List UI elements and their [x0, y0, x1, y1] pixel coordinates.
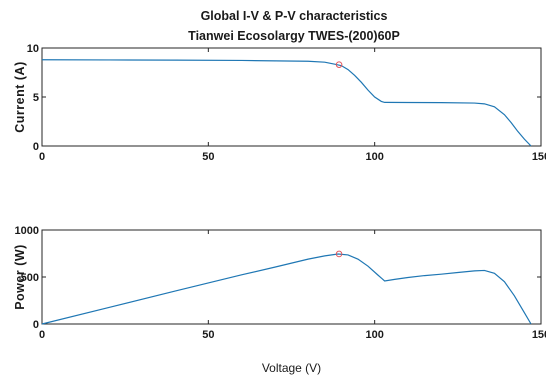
pv-curve-panel: 0 50 100 150 0 500 1000 Power (W) Voltage (V) [13, 225, 546, 375]
iv-y-axis-label: Current (A) [13, 61, 27, 132]
pv-x-axis-label: Voltage (V) [262, 361, 321, 375]
iv-mpp-marker [335, 61, 343, 68]
iv-y-tick-label: 10 [27, 43, 39, 55]
pv-y-tick-label: 500 [21, 272, 39, 284]
iv-y-tick-label: 5 [33, 92, 39, 104]
iv-x-tick-label: 0 [39, 151, 45, 163]
iv-y-tick-label: 0 [33, 141, 39, 153]
pv-axes-box [41, 229, 542, 325]
pv-x-tick-label: 150 [532, 329, 546, 341]
pv-x-tick-label: 100 [365, 329, 383, 341]
chart-title-line-2: Tianwei Ecosolargy TWES-(200)60P [188, 29, 400, 43]
pv-y-tick-label: 0 [33, 319, 39, 331]
iv-x-tick-label: 150 [532, 151, 546, 163]
chart-title-line-1: Global I-V & P-V characteristics [201, 9, 388, 23]
pv-mpp-marker [335, 250, 343, 258]
pv-y-tick-label: 1000 [15, 225, 39, 237]
iv-x-tick-label: 100 [365, 151, 383, 163]
pv-series-line [41, 253, 532, 325]
pv-x-tick-label: 50 [202, 329, 214, 341]
pv-x-tick-label: 0 [39, 329, 45, 341]
iv-series-line [41, 59, 532, 147]
iv-axes-box [41, 47, 542, 147]
pv-y-axis-label: Power (W) [13, 244, 27, 310]
iv-x-tick-label: 50 [202, 151, 214, 163]
